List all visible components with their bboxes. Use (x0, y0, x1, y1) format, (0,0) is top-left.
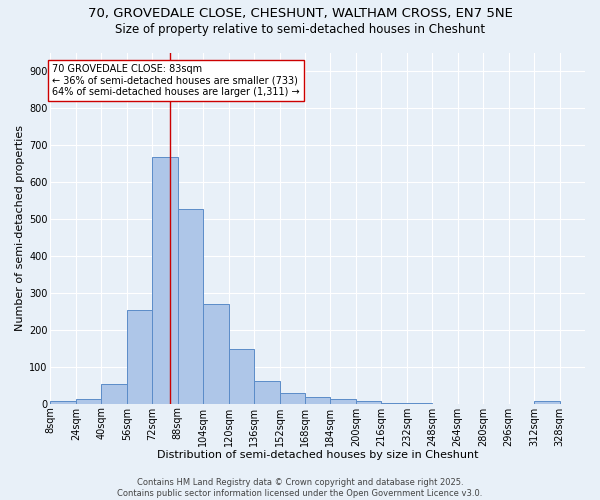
Bar (382, 402, 407, 404)
Bar (356, 400, 382, 404)
Bar (229, 349, 254, 404)
Text: Contains HM Land Registry data © Crown copyright and database right 2025.
Contai: Contains HM Land Registry data © Crown c… (118, 478, 482, 498)
Text: 70, GROVEDALE CLOSE, CHESHUNT, WALTHAM CROSS, EN7 5NE: 70, GROVEDALE CLOSE, CHESHUNT, WALTHAM C… (88, 8, 512, 20)
Bar (254, 381, 280, 404)
Bar (203, 304, 229, 404)
Bar (101, 384, 127, 404)
Bar (331, 399, 356, 404)
X-axis label: Distribution of semi-detached houses by size in Cheshunt: Distribution of semi-detached houses by … (157, 450, 478, 460)
Bar (178, 209, 203, 404)
Bar (305, 397, 331, 404)
Bar (534, 400, 560, 404)
Bar (280, 394, 305, 404)
Text: 70 GROVEDALE CLOSE: 83sqm
← 36% of semi-detached houses are smaller (733)
64% of: 70 GROVEDALE CLOSE: 83sqm ← 36% of semi-… (52, 64, 299, 97)
Bar (152, 156, 178, 404)
Y-axis label: Number of semi-detached properties: Number of semi-detached properties (15, 125, 25, 331)
Bar (76, 399, 101, 404)
Bar (407, 402, 432, 404)
Bar (50, 401, 76, 404)
Bar (127, 310, 152, 404)
Text: Size of property relative to semi-detached houses in Cheshunt: Size of property relative to semi-detach… (115, 22, 485, 36)
